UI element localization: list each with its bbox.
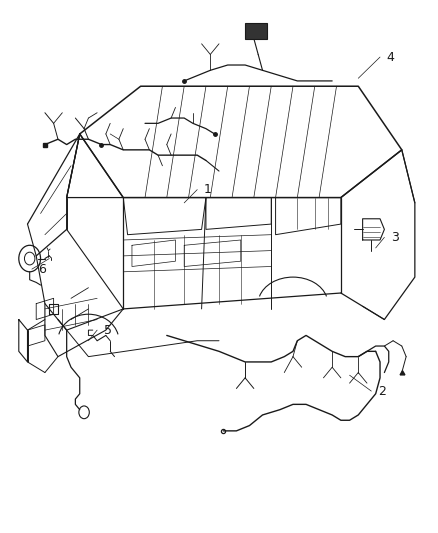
Text: 4: 4 bbox=[387, 51, 395, 63]
Text: 1: 1 bbox=[204, 183, 212, 196]
Text: 5: 5 bbox=[104, 324, 112, 337]
FancyBboxPatch shape bbox=[245, 22, 267, 38]
Text: 6: 6 bbox=[39, 263, 46, 276]
Text: 2: 2 bbox=[378, 385, 386, 398]
Text: 3: 3 bbox=[391, 231, 399, 244]
